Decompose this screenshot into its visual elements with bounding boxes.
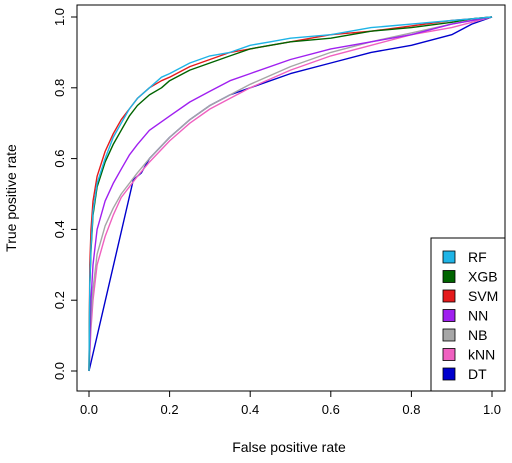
x-tick-label: 0.8	[402, 402, 420, 417]
series-layer	[88, 16, 493, 372]
x-axis: 0.0 0.2 0.4 0.6 0.8 1.0	[80, 390, 501, 417]
x-tick-label: 0.0	[80, 402, 98, 417]
series-line-dt	[88, 16, 493, 372]
series-line-nb	[88, 16, 493, 372]
legend-label-dt: DT	[468, 366, 487, 382]
series-line-knn	[88, 16, 493, 372]
legend-label-nb: NB	[468, 327, 487, 343]
x-tick-label: 0.4	[241, 402, 259, 417]
y-tick-label: 0.6	[52, 150, 67, 168]
y-tick-label: 0.0	[52, 362, 67, 380]
y-tick-label: 1.0	[52, 8, 67, 26]
y-tick-label: 0.2	[52, 291, 67, 309]
legend-swatch-dt	[442, 367, 456, 381]
series-line-nn	[88, 16, 493, 372]
y-tick-label: 0.8	[52, 79, 67, 97]
legend-swatch-nn	[442, 309, 456, 322]
y-axis: 0.0 0.2 0.4 0.6 0.8 1.0	[52, 8, 78, 380]
series-line-rf	[88, 16, 493, 372]
x-tick-label: 0.2	[161, 402, 179, 417]
y-axis-title: True positive rate	[3, 144, 19, 252]
x-tick-label: 1.0	[483, 402, 501, 417]
legend-label-xgb: XGB	[468, 269, 498, 285]
legend-label-nn: NN	[468, 308, 488, 324]
y-tick-label: 0.4	[52, 220, 67, 238]
legend-swatch-xgb	[442, 270, 456, 283]
legend-swatch-knn	[442, 348, 456, 361]
legend: RF XGB SVM NN NB kNN DT	[430, 237, 506, 392]
x-axis-title: False positive rate	[232, 439, 346, 455]
legend-label-svm: SVM	[468, 288, 498, 304]
legend-swatch-rf	[442, 250, 456, 264]
legend-swatch-nb	[442, 328, 456, 342]
x-tick-label: 0.6	[322, 402, 340, 417]
legend-label-knn: kNN	[468, 347, 495, 363]
legend-label-rf: RF	[468, 249, 487, 265]
legend-swatch-svm	[442, 289, 456, 303]
